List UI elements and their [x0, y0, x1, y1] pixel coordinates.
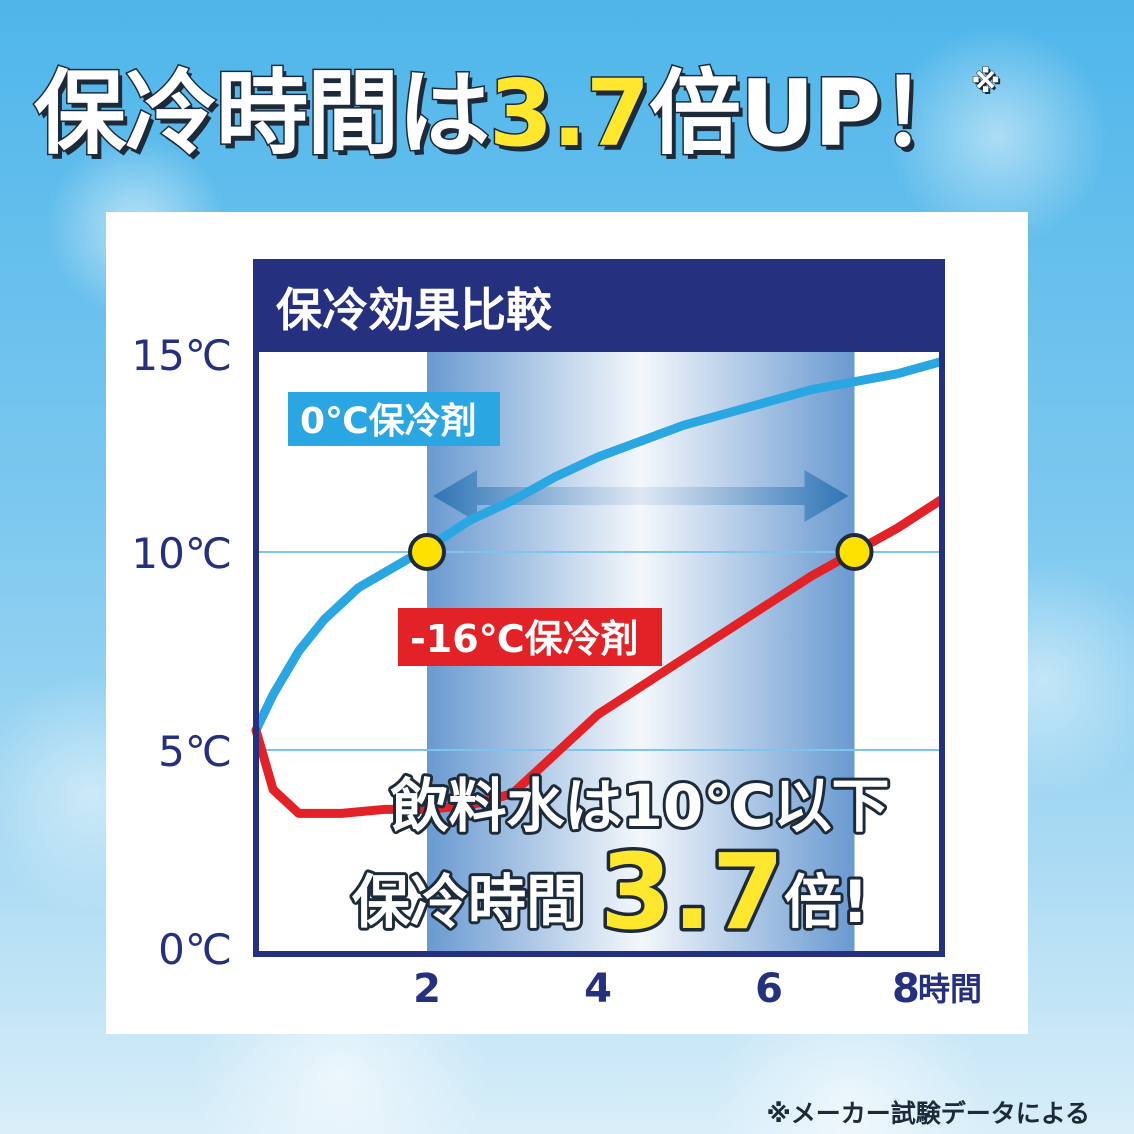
- series-label-minus16c-text: -16℃保冷剤: [410, 617, 639, 661]
- headline-number: 3.7: [488, 60, 652, 167]
- double-arrow: [433, 470, 849, 522]
- series-label-0c: 0℃保冷剤: [288, 392, 500, 446]
- series-line-minus16c: [251, 496, 945, 818]
- markers: [408, 533, 874, 571]
- headline-note-mark: ※: [971, 65, 1001, 100]
- plot-frame: [253, 259, 945, 957]
- series-label-minus16c: -16℃保冷剤: [398, 608, 662, 666]
- gridlines: [256, 551, 940, 751]
- marker-0: [408, 533, 446, 571]
- x-tick-label: 6: [755, 966, 783, 1012]
- headline-suffix: 倍UP！: [647, 60, 973, 167]
- annotation-line2-suffix: 倍!: [784, 868, 868, 936]
- chart-title-bar: [256, 262, 942, 352]
- x-axis-ticks: 2 4 6 8: [413, 966, 920, 1012]
- annotation-line1: 飲料水は10℃以下: [391, 772, 890, 840]
- annotation-line2-prefix: 保冷時間: [352, 868, 584, 936]
- y-tick-label: 10℃: [131, 529, 232, 578]
- chart-title: 保冷効果比較: [276, 283, 553, 337]
- y-tick-label: 5℃: [158, 727, 232, 776]
- y-axis-ticks: 0℃ 5℃ 10℃ 15℃: [131, 331, 232, 974]
- series-line-0c: [251, 357, 945, 735]
- series-label-0c-text: 0℃保冷剤: [300, 401, 477, 442]
- headline-prefix: 保冷時間は: [32, 60, 491, 167]
- footnote: ※メーカー試験データによる: [766, 1099, 1090, 1128]
- x-tick-label: 2: [413, 966, 441, 1012]
- marker-1: [835, 533, 874, 571]
- x-axis-unit: 時間: [918, 970, 982, 1008]
- y-tick-label: 15℃: [131, 331, 232, 380]
- y-tick-label: 0℃: [158, 925, 232, 974]
- x-tick-label: 4: [584, 966, 612, 1012]
- x-tick-label: 8: [892, 966, 920, 1012]
- annotation-line2-number: 3.7: [600, 831, 784, 953]
- headline: 保冷時間は3.7倍UP！※: [32, 65, 1001, 161]
- duration-arrow: [433, 470, 849, 522]
